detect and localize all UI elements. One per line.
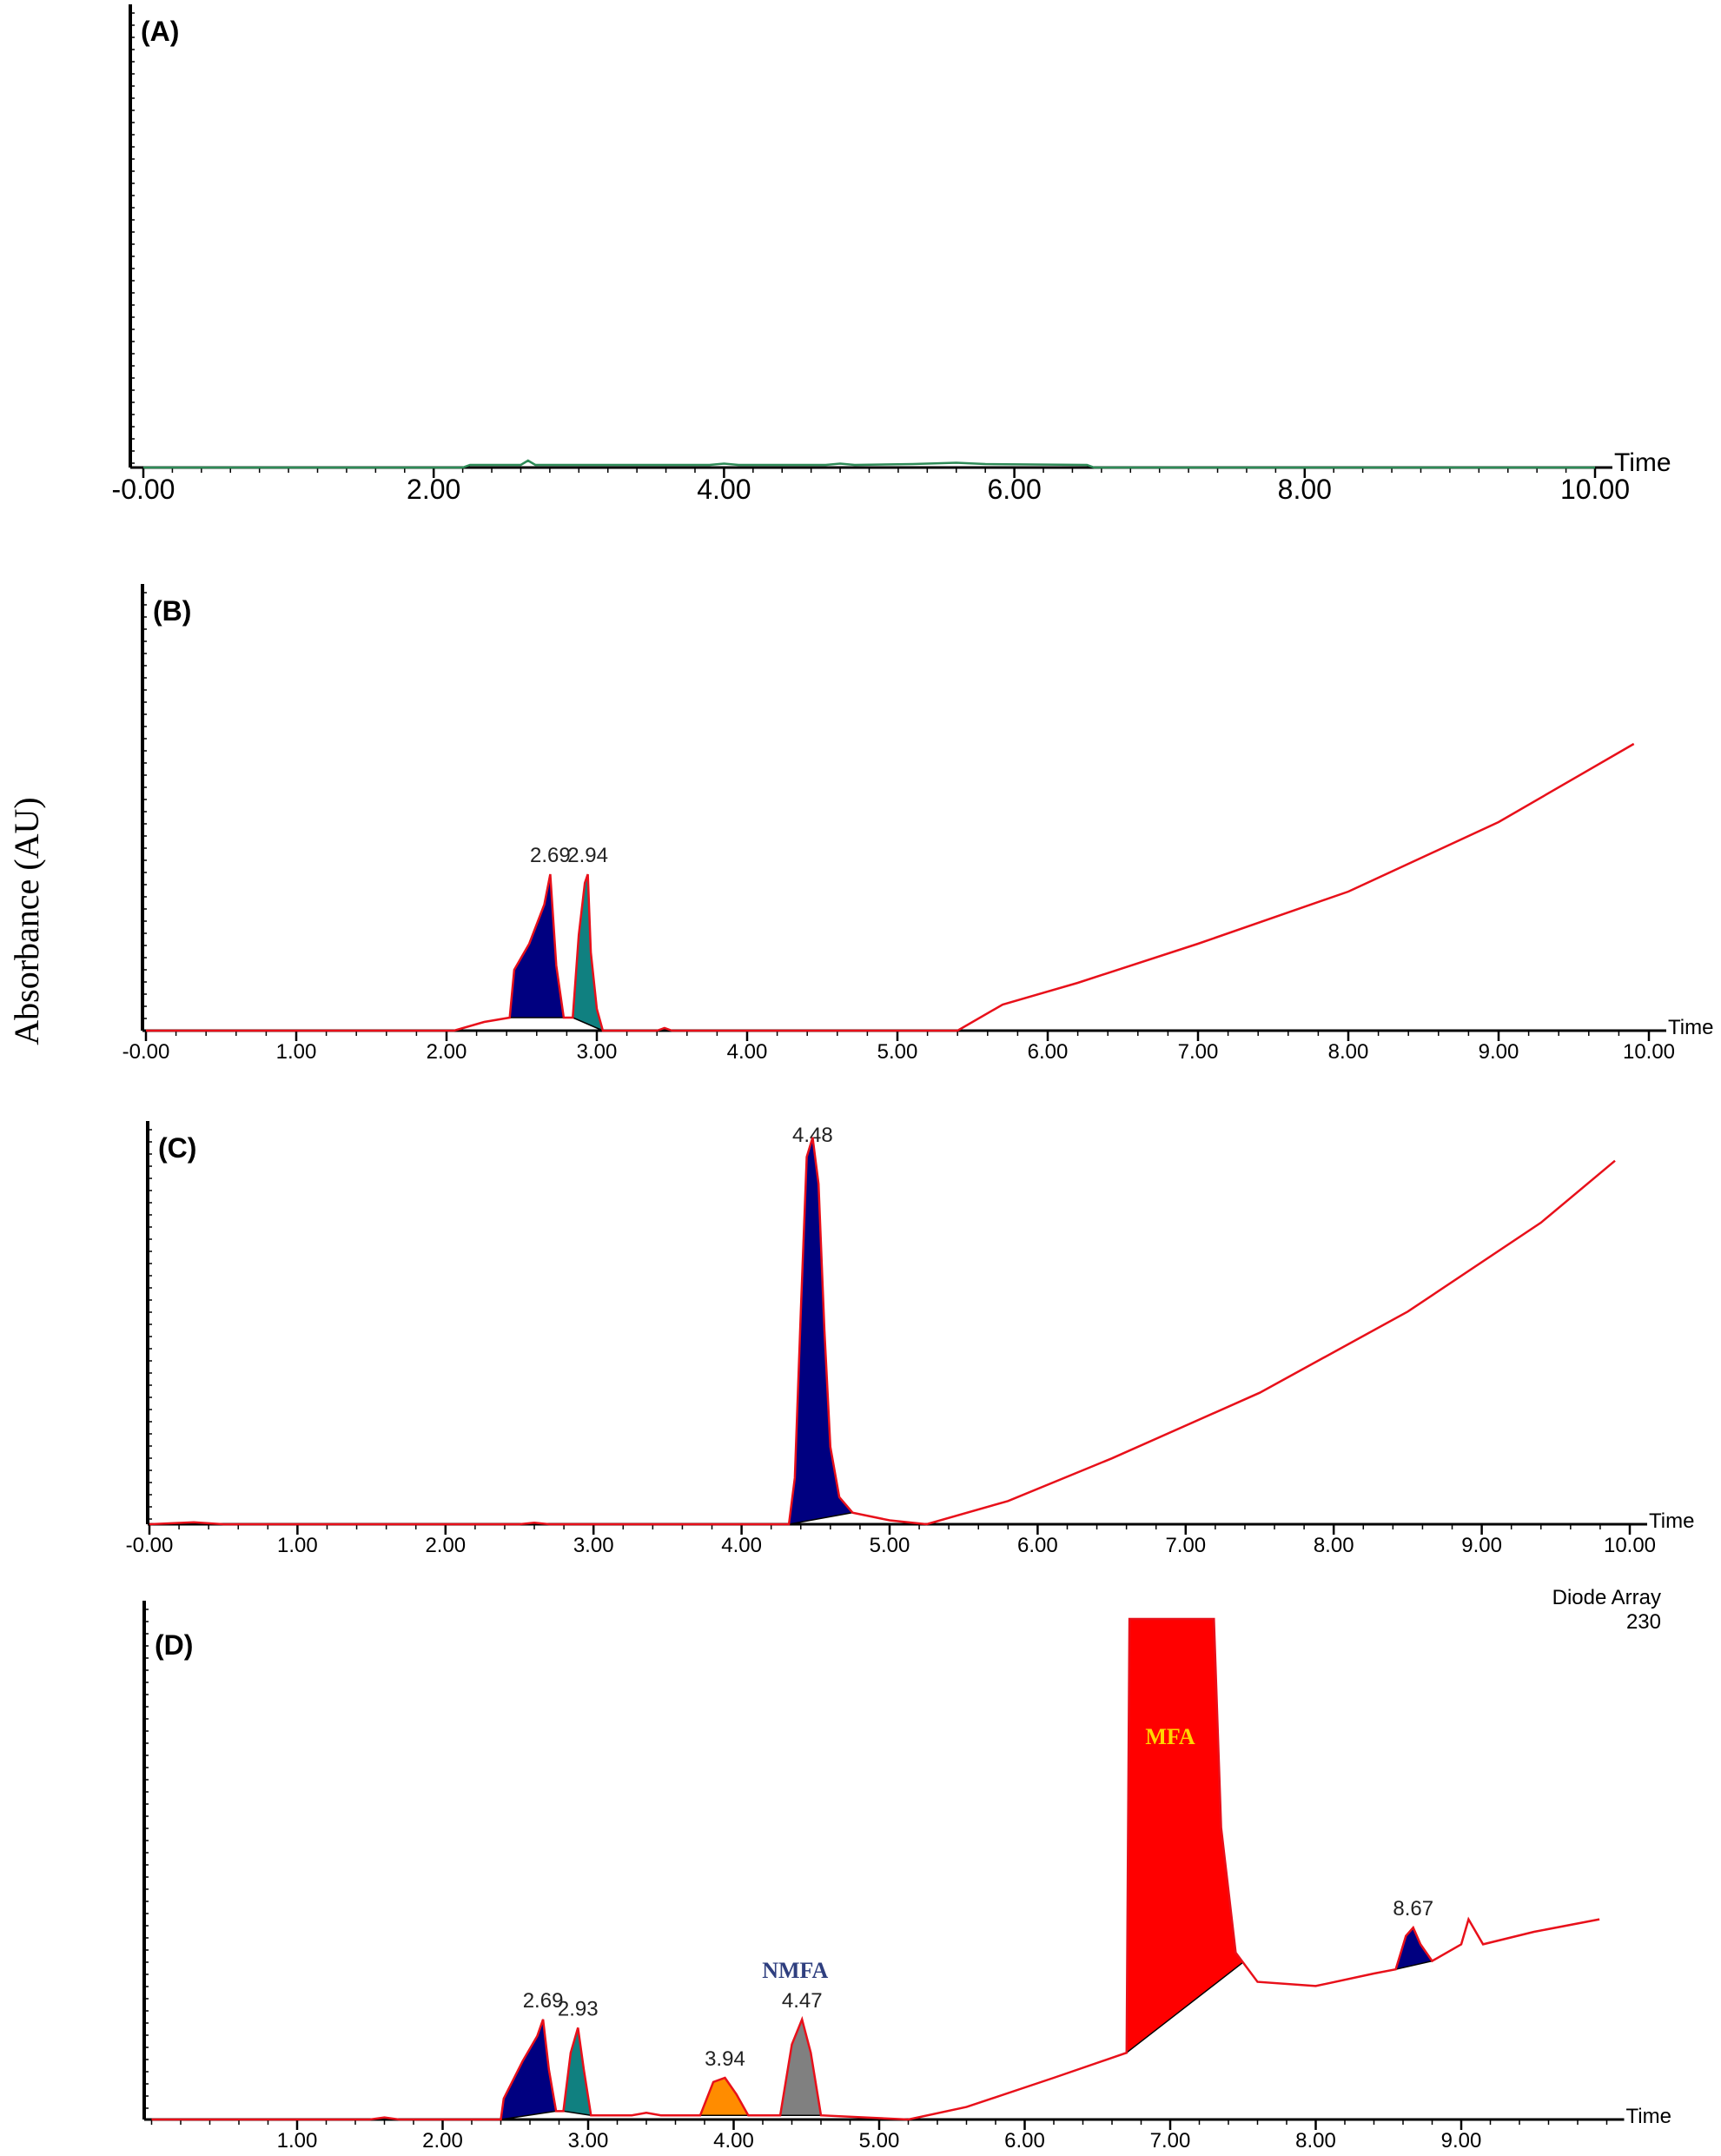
x-tick-label: 9.00	[1461, 1534, 1502, 1557]
panel-label: (D)	[155, 1629, 193, 1661]
x-tick-label: 1.00	[277, 2129, 318, 2153]
x-tick-label: 3.00	[577, 1040, 618, 1064]
chromatogram-trace	[151, 1617, 1600, 2121]
x-tick-label: 9.00	[1441, 2129, 1482, 2153]
x-tick-label: 2.00	[427, 1040, 467, 1064]
x-tick-label: 1.00	[276, 1040, 317, 1064]
peak-baseline	[788, 1511, 853, 1525]
x-tick-label: 3.00	[573, 1534, 614, 1557]
panel-label: (A)	[141, 16, 179, 47]
detector-label: Diode Array	[1552, 1586, 1661, 1609]
peak-fill	[780, 2019, 821, 2116]
detector-wavelength: 230	[1626, 1610, 1661, 1634]
peak-fill	[563, 2027, 592, 2116]
x-tick-label: 8.00	[1328, 1040, 1369, 1064]
peak-fill	[1395, 1927, 1433, 1970]
peak-baseline	[563, 2110, 592, 2116]
x-tick-label: 6.00	[1028, 1040, 1069, 1064]
chromatogram-trace	[143, 459, 1595, 469]
x-tick-label: 2.00	[407, 474, 460, 505]
x-tick-label: 2.00	[425, 1534, 466, 1557]
x-tick-label: 5.00	[870, 1534, 910, 1557]
peak-name-label: NMFA	[762, 1958, 828, 1983]
peak-retention-label: 3.94	[705, 2047, 745, 2071]
x-tick-label: 3.00	[568, 2129, 609, 2153]
x-tick-label: 4.00	[713, 2129, 754, 2153]
panel-label: (C)	[158, 1132, 196, 1164]
x-tick-label: 10.00	[1560, 474, 1630, 505]
x-tick-label: 5.00	[859, 2129, 900, 2153]
peak-retention-label: 2.94	[567, 844, 608, 867]
x-unit-label: Time	[1649, 1509, 1694, 1533]
x-unit-label: Time	[1626, 2105, 1671, 2128]
x-tick-label: -0.00	[122, 1040, 170, 1064]
x-tick-label: 5.00	[877, 1040, 918, 1064]
panel-label: (B)	[153, 595, 191, 627]
x-unit-label: Time	[1614, 448, 1671, 477]
x-tick-label: 1.00	[277, 1534, 318, 1557]
x-tick-label: 6.00	[1017, 1534, 1058, 1557]
x-tick-label: 7.00	[1178, 1040, 1219, 1064]
peak-retention-label: 2.69	[530, 844, 571, 867]
x-tick-label: 4.00	[727, 1040, 768, 1064]
x-tick-label: 10.00	[1623, 1040, 1675, 1064]
peak-fill	[509, 874, 564, 1018]
chromatogram-trace	[149, 1137, 1616, 1526]
x-tick-label: 8.00	[1295, 2129, 1336, 2153]
panel-d: 1.00 2.00 3.00 4.00 5.00 6.00 7.00 8.00 9.00 Time…	[142, 1586, 1671, 2153]
peak-retention-label: 4.47	[782, 1989, 823, 2013]
x-tick-label: 8.00	[1278, 474, 1332, 505]
x-tick-label: 7.00	[1150, 2129, 1191, 2153]
x-tick-label: 7.00	[1165, 1534, 1206, 1557]
x-unit-label: Time	[1668, 1016, 1713, 1039]
peak-retention-label: 2.69	[523, 1989, 564, 2013]
chromatogram-trace	[146, 742, 1635, 1032]
peak-baseline	[573, 1017, 604, 1032]
peak-retention-label: 2.93	[558, 1997, 599, 2020]
x-tick-label: -0.00	[112, 474, 175, 505]
x-tick-label: 6.00	[987, 474, 1041, 505]
peak-baseline	[1126, 1961, 1244, 2053]
x-tick-label: 6.00	[1004, 2129, 1045, 2153]
panel-b: -0.00 1.00 2.00 3.00 4.00 5.00 6.00 7.00 8.00 9.0…	[122, 584, 1713, 1064]
x-tick-label: 4.00	[721, 1534, 762, 1557]
x-tick-label: 9.00	[1479, 1040, 1519, 1064]
x-tick-label: 8.00	[1314, 1534, 1354, 1557]
peak-fill	[573, 874, 603, 1031]
peak-baseline	[1395, 1960, 1433, 1970]
peak-retention-label: 8.67	[1393, 1897, 1433, 1920]
peak-name-label: MFA	[1145, 1724, 1195, 1749]
x-tick-label: 2.00	[422, 2129, 463, 2153]
x-tick-label: -0.00	[126, 1534, 174, 1557]
x-tick-label: 4.00	[697, 474, 751, 505]
peak-fill	[1126, 1619, 1243, 2053]
peak-baseline	[500, 2110, 557, 2120]
x-tick-label: 10.00	[1604, 1534, 1656, 1557]
panel-c: -0.00 1.00 2.00 3.00 4.00 5.00 6.00 7.00 8.00 9.0…	[126, 1121, 1694, 1557]
y-axis-label: Absorbance (AU)	[7, 797, 46, 1045]
peak-fill	[789, 1138, 853, 1524]
peak-fill	[500, 2019, 557, 2120]
